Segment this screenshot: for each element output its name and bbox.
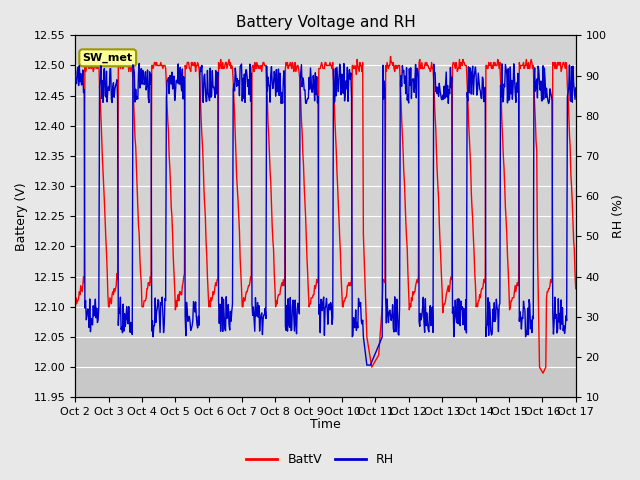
Y-axis label: Battery (V): Battery (V) bbox=[15, 182, 28, 251]
Bar bbox=[75, 337, 576, 397]
Title: Battery Voltage and RH: Battery Voltage and RH bbox=[236, 15, 415, 30]
Legend: BattV, RH: BattV, RH bbox=[241, 448, 399, 471]
Y-axis label: RH (%): RH (%) bbox=[612, 194, 625, 238]
X-axis label: Time: Time bbox=[310, 419, 341, 432]
Text: SW_met: SW_met bbox=[83, 53, 132, 63]
